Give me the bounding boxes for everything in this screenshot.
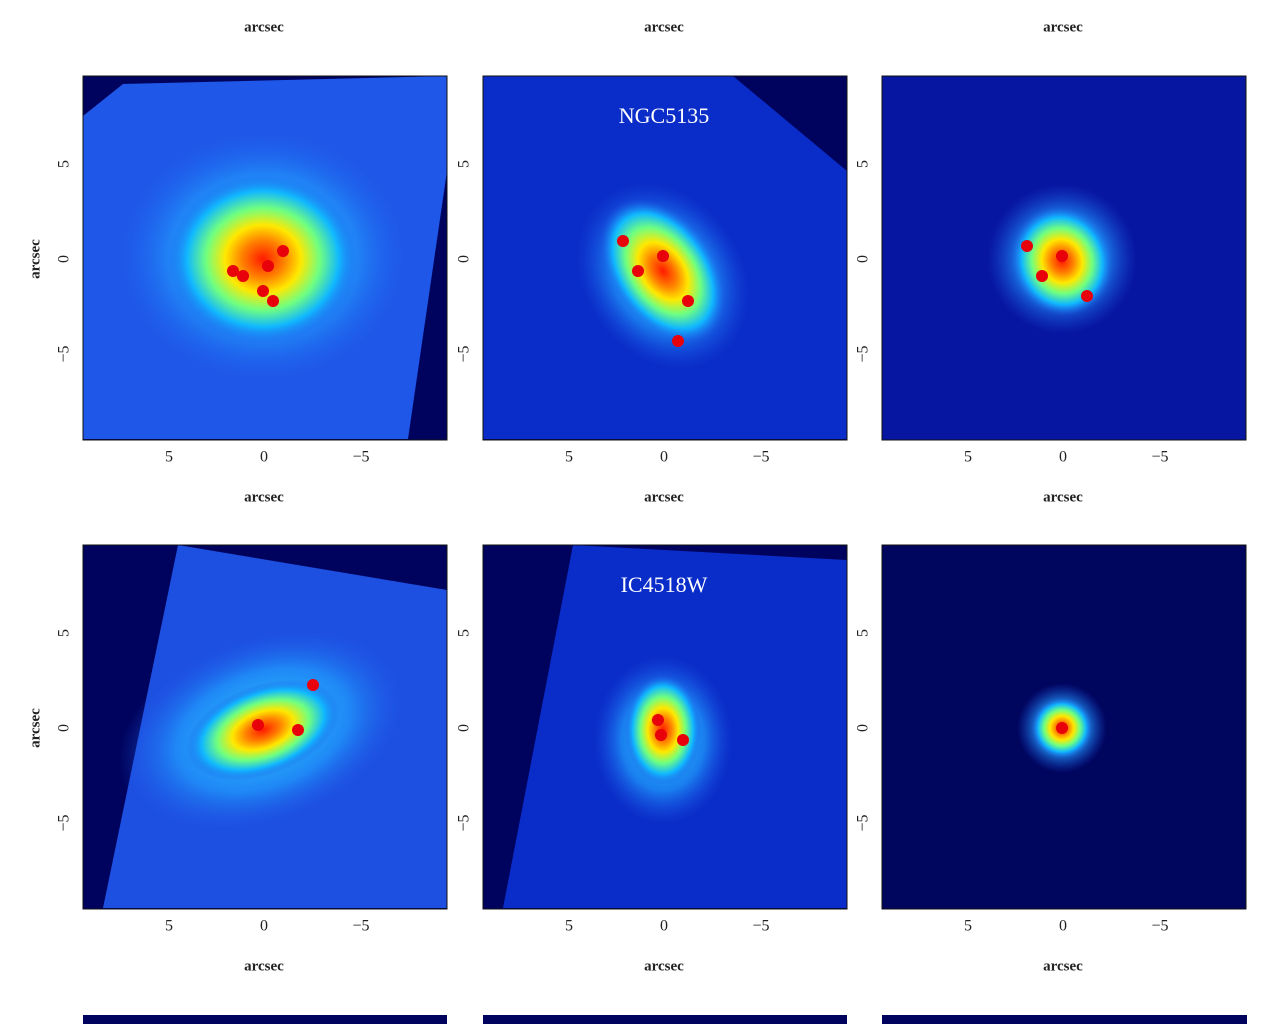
image-panel — [82, 544, 448, 910]
x-axis-label: arcsec — [644, 958, 684, 974]
y-tick-label: 0 — [855, 724, 872, 732]
image-panel: NGC5135 — [482, 75, 848, 441]
y-tick-label: 5 — [855, 629, 872, 637]
x-axis-label: arcsec — [1043, 19, 1083, 35]
x-tick-label: −5 — [352, 918, 369, 935]
hot-spot — [1036, 270, 1048, 282]
y-tick-label: −5 — [56, 814, 73, 831]
hot-spot — [632, 265, 644, 277]
image-panel: IC4518W — [482, 544, 848, 910]
y-tick-label: 5 — [456, 160, 473, 168]
y-tick-label: −5 — [456, 814, 473, 831]
y-tick-label: 0 — [456, 724, 473, 732]
panel-frame — [482, 75, 848, 441]
y-tick-label: 0 — [855, 255, 872, 263]
y-axis-label: arcsec — [27, 239, 43, 279]
y-axis-label: arcsec — [27, 708, 43, 748]
y-tick-label: 5 — [56, 160, 73, 168]
x-tick-label: −5 — [1151, 918, 1168, 935]
x-tick-label: 5 — [165, 449, 173, 466]
y-tick-label: −5 — [855, 814, 872, 831]
panel-frame — [482, 544, 848, 910]
y-tick-label: 5 — [56, 629, 73, 637]
x-axis-label: arcsec — [244, 19, 284, 35]
galaxy-core — [600, 198, 726, 344]
hot-spot — [252, 719, 264, 731]
x-axis-label: arcsec — [244, 489, 284, 505]
object-name: NGC5135 — [619, 103, 709, 128]
y-tick-label: −5 — [56, 345, 73, 362]
y-tick-label: 5 — [855, 160, 872, 168]
x-axis-label: arcsec — [1043, 489, 1083, 505]
hot-spot — [617, 235, 629, 247]
panel-frame — [881, 544, 1247, 910]
hot-spot — [652, 714, 664, 726]
x-tick-label: −5 — [752, 918, 769, 935]
hot-spot — [682, 295, 694, 307]
x-tick-label: 5 — [964, 918, 972, 935]
image-panel — [881, 544, 1247, 910]
hot-spot — [267, 295, 279, 307]
hot-spot — [1056, 722, 1068, 734]
x-tick-label: 0 — [260, 918, 268, 935]
y-tick-label: −5 — [456, 345, 473, 362]
image-panel — [82, 75, 448, 441]
x-axis-label: arcsec — [244, 958, 284, 974]
panel-partial — [83, 1015, 447, 1024]
object-name: IC4518W — [621, 572, 708, 597]
panel-frame — [881, 75, 1247, 441]
galaxy-core — [168, 174, 358, 344]
hot-spot — [1021, 240, 1033, 252]
hot-spot — [655, 729, 667, 741]
y-tick-label: 0 — [56, 724, 73, 732]
x-tick-label: 5 — [565, 449, 573, 466]
x-tick-label: 5 — [165, 918, 173, 935]
image-panel — [881, 75, 1247, 441]
hot-spot — [677, 734, 689, 746]
x-tick-label: −5 — [352, 449, 369, 466]
panel-partial — [483, 1015, 847, 1024]
hot-spot — [262, 260, 274, 272]
y-tick-label: 0 — [456, 255, 473, 263]
y-tick-label: −5 — [855, 345, 872, 362]
x-tick-label: 0 — [660, 918, 668, 935]
hot-spot — [257, 285, 269, 297]
hot-spot — [227, 265, 239, 277]
x-tick-label: −5 — [752, 449, 769, 466]
hot-spot — [277, 245, 289, 257]
x-tick-label: 0 — [1059, 449, 1067, 466]
hot-spot — [672, 335, 684, 347]
hot-spot — [307, 679, 319, 691]
panel-frame — [82, 544, 448, 910]
panel-frame — [82, 75, 448, 441]
x-tick-label: −5 — [1151, 449, 1168, 466]
panel-partial — [882, 1015, 1247, 1024]
hot-spot — [292, 724, 304, 736]
x-tick-label: 5 — [964, 449, 972, 466]
hot-spot — [237, 270, 249, 282]
x-tick-label: 5 — [565, 918, 573, 935]
x-axis-label: arcsec — [644, 489, 684, 505]
galaxy-core — [186, 679, 340, 781]
x-axis-label: arcsec — [1043, 958, 1083, 974]
x-tick-label: 0 — [260, 449, 268, 466]
x-tick-label: 0 — [660, 449, 668, 466]
y-tick-label: 0 — [56, 255, 73, 263]
hot-spot — [1081, 290, 1093, 302]
hot-spot — [657, 250, 669, 262]
x-tick-label: 0 — [1059, 918, 1067, 935]
hot-spot — [1056, 250, 1068, 262]
x-axis-label: arcsec — [644, 19, 684, 35]
y-tick-label: 5 — [456, 629, 473, 637]
